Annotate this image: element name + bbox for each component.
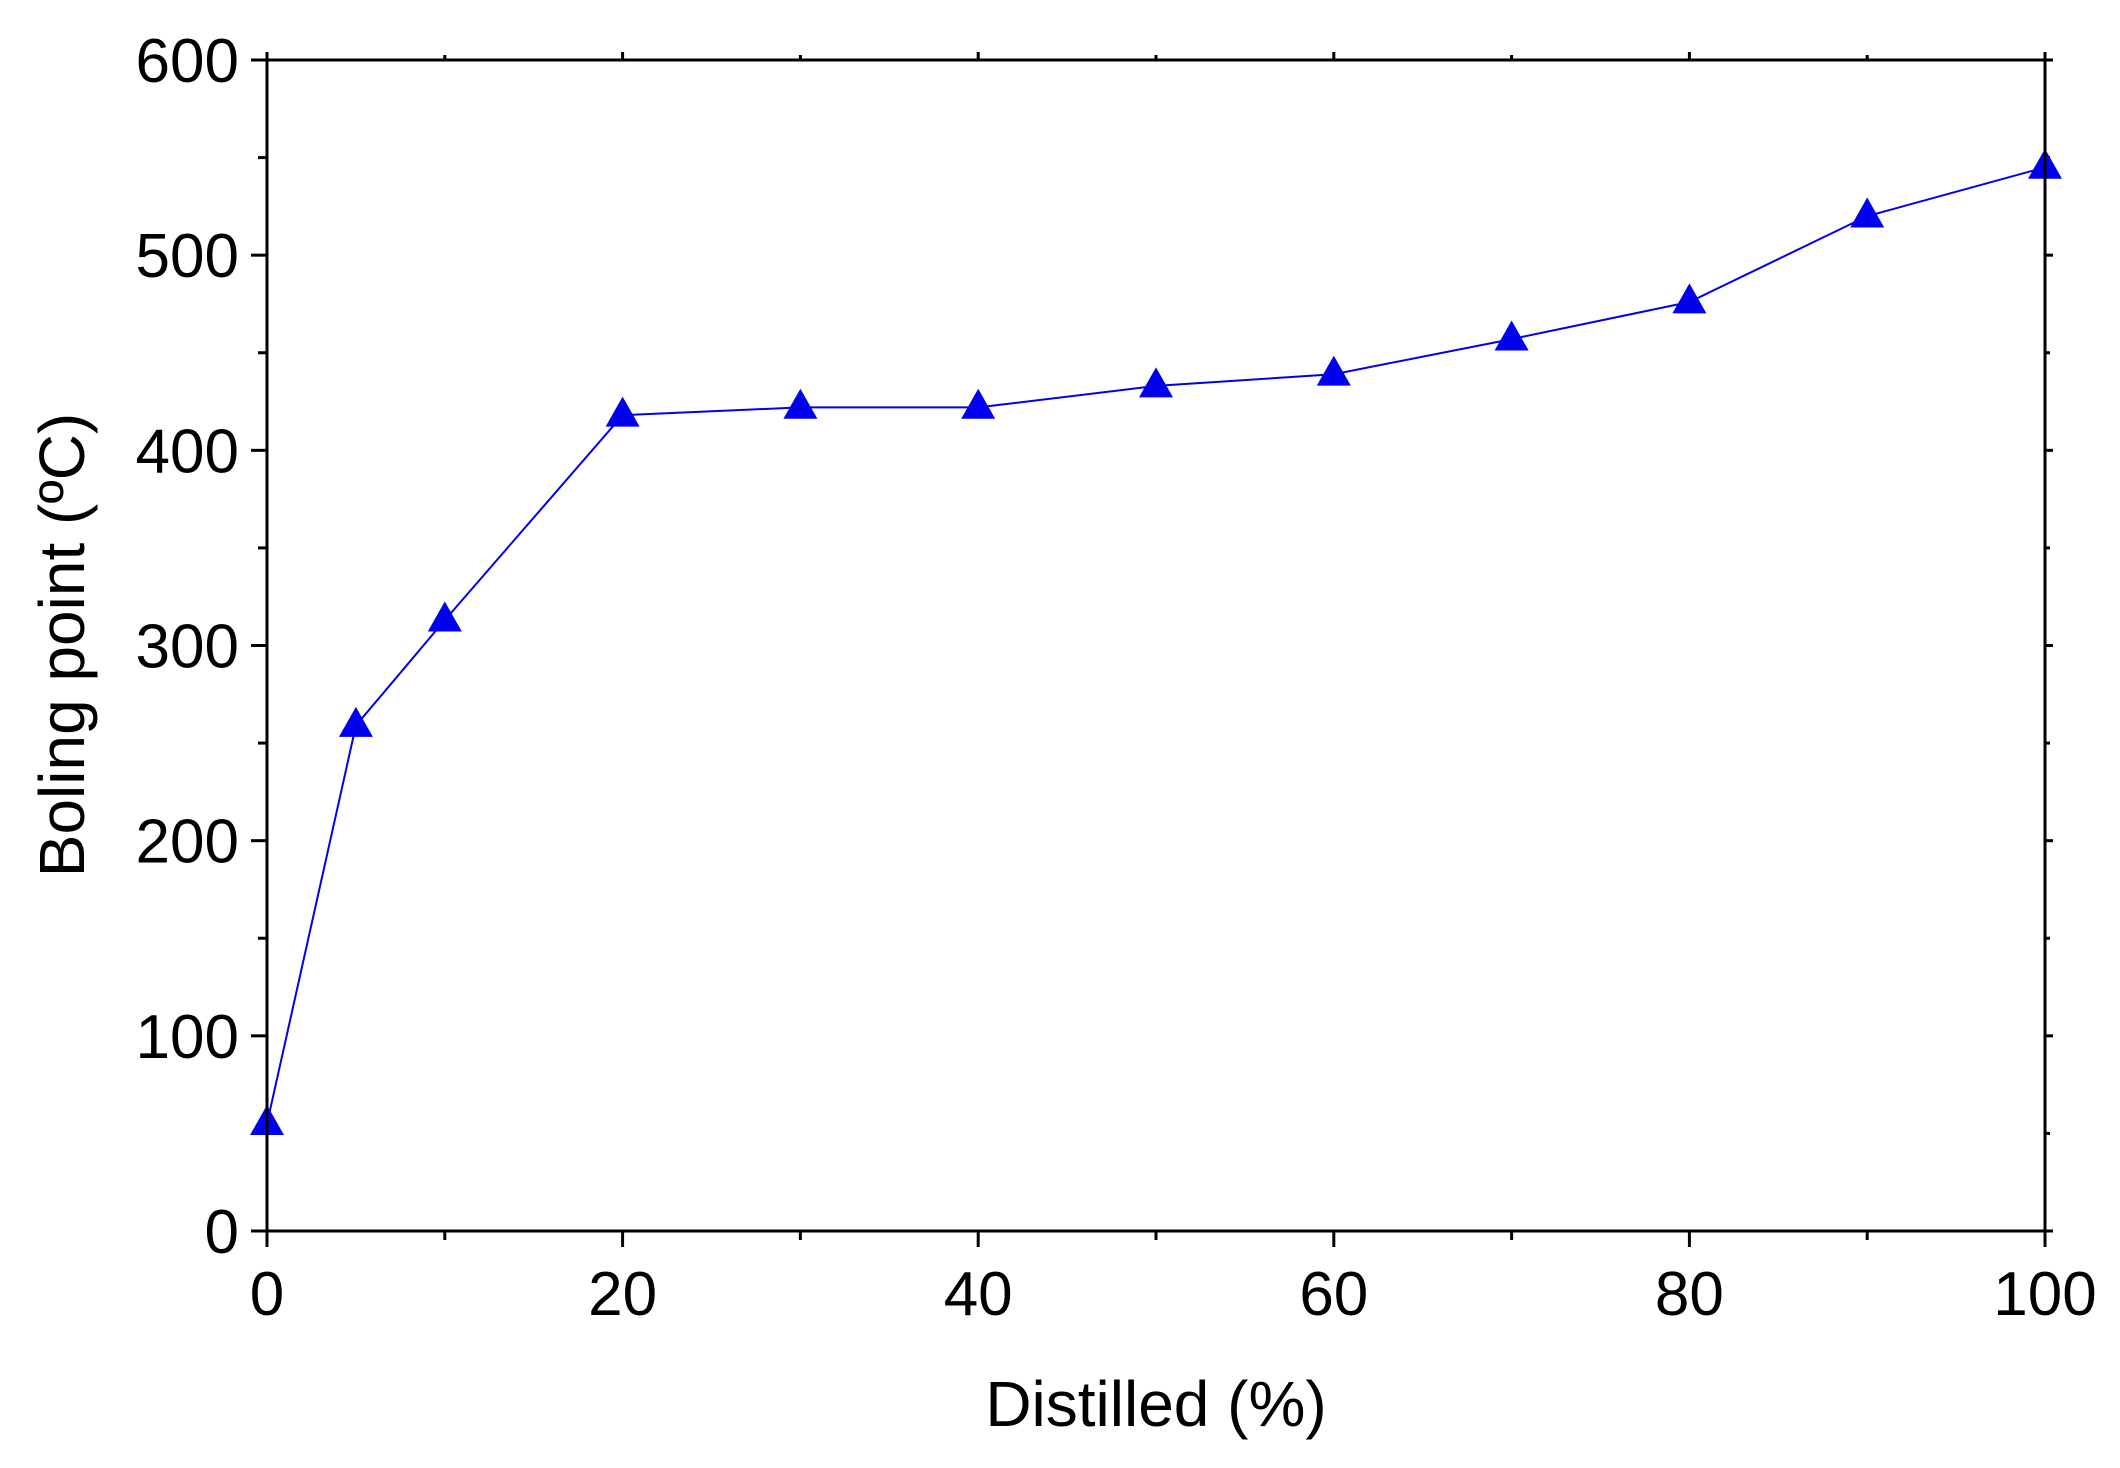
y-tick-labels: 0 100 200 300 400 500 600 bbox=[136, 27, 239, 1267]
y-tick-label: 500 bbox=[136, 222, 239, 291]
y-axis-title: Boling point (ºC) bbox=[26, 413, 98, 877]
y-tick-label: 0 bbox=[205, 1198, 239, 1267]
data-point-marker bbox=[1139, 367, 1173, 398]
data-point-marker bbox=[1316, 355, 1351, 386]
x-axis-title: Distilled (%) bbox=[985, 1368, 1326, 1440]
x-tick-label: 60 bbox=[1299, 1260, 1368, 1329]
data-point-marker bbox=[427, 601, 462, 632]
y-tick-label: 300 bbox=[136, 613, 239, 682]
series-layer bbox=[250, 148, 2062, 1136]
data-point-marker bbox=[1850, 197, 1885, 228]
major-ticks bbox=[251, 52, 2053, 1247]
y-tick-label: 100 bbox=[136, 1003, 239, 1072]
x-tick-label: 0 bbox=[250, 1260, 284, 1329]
plot-frame bbox=[265, 58, 2047, 1233]
x-tick-labels: 0 20 40 60 80 100 bbox=[250, 1260, 2097, 1329]
x-tick-label: 100 bbox=[1993, 1260, 2096, 1329]
x-tick-label: 40 bbox=[944, 1260, 1013, 1329]
y-tick-label: 600 bbox=[136, 27, 239, 96]
data-point-marker bbox=[783, 388, 818, 419]
minor-ticks bbox=[258, 55, 2050, 1240]
y-tick-label: 200 bbox=[136, 808, 239, 877]
x-tick-label: 20 bbox=[588, 1260, 657, 1329]
data-point-marker bbox=[961, 388, 996, 419]
y-tick-label: 400 bbox=[136, 417, 239, 486]
data-point-marker bbox=[338, 706, 373, 737]
data-point-marker bbox=[1494, 320, 1529, 351]
x-tick-label: 80 bbox=[1655, 1260, 1724, 1329]
data-point-marker bbox=[1672, 283, 1707, 314]
data-point-marker bbox=[605, 396, 640, 427]
series-line bbox=[266, 166, 2046, 1124]
